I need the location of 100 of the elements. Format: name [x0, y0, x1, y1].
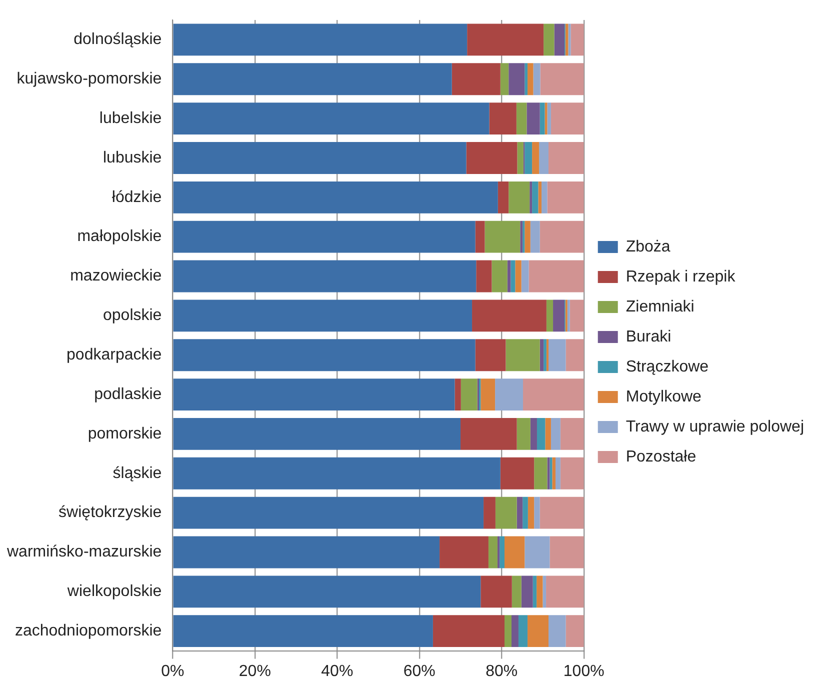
- bar: [480, 576, 512, 608]
- bar: [550, 418, 560, 450]
- bar: [500, 536, 505, 568]
- bar: [507, 260, 511, 292]
- bar: [521, 260, 529, 292]
- bar: [515, 260, 522, 292]
- bar: [546, 300, 554, 332]
- bar: [534, 496, 540, 529]
- y-tick-label: lubuskie: [102, 149, 162, 166]
- bar: [518, 615, 528, 648]
- bar: [432, 615, 505, 648]
- bar: [547, 102, 551, 135]
- bar: [534, 457, 548, 490]
- y-tick-label: lubelskie: [99, 110, 162, 127]
- y-tick-label: zachodniopomorskie: [14, 622, 162, 640]
- bar: [508, 181, 530, 214]
- bar: [555, 457, 560, 490]
- x-tick-label: 100%: [563, 662, 604, 680]
- bar: [173, 220, 476, 253]
- bar: [512, 576, 522, 608]
- bar: [540, 102, 545, 135]
- bar: [539, 142, 548, 174]
- x-tick-label: 0%: [161, 662, 184, 680]
- bar: [530, 181, 532, 214]
- bar: [500, 63, 509, 96]
- y-tick-label: małopolskie: [77, 228, 162, 246]
- bar: [524, 220, 530, 253]
- bar: [570, 300, 584, 332]
- bar: [498, 181, 509, 214]
- bar: [504, 615, 512, 648]
- bar: [532, 142, 540, 174]
- bar: [548, 615, 566, 648]
- bar: [495, 378, 524, 411]
- bar: [524, 536, 550, 568]
- bar: [460, 418, 517, 450]
- bar: [542, 576, 546, 608]
- bar: [508, 63, 525, 96]
- legend-label: Motylkowe: [626, 388, 702, 406]
- bar: [544, 24, 554, 56]
- bar: [552, 457, 556, 490]
- legend-label: Zboża: [626, 238, 670, 256]
- bar: [533, 63, 540, 96]
- bar: [540, 63, 584, 96]
- legend-label: Pozostałe: [626, 448, 696, 466]
- bar: [460, 378, 478, 411]
- bar: [540, 220, 584, 253]
- bar: [516, 102, 527, 135]
- bar: [488, 536, 498, 568]
- bar: [542, 181, 548, 214]
- y-tick-label: mazowieckie: [70, 268, 162, 285]
- x-tick-label: 80%: [486, 662, 518, 680]
- bar: [472, 300, 546, 332]
- bar: [173, 339, 476, 372]
- bar: [500, 457, 534, 490]
- bar: [548, 142, 584, 174]
- y-tick-label: warmińsko-mazurskie: [6, 544, 162, 561]
- bar: [173, 576, 481, 608]
- bar: [173, 102, 490, 135]
- bar: [484, 496, 496, 529]
- bar: [530, 220, 540, 253]
- bar: [528, 496, 534, 529]
- bar: [173, 457, 500, 490]
- bar: [475, 339, 506, 372]
- bar: [545, 418, 551, 450]
- bar: [173, 615, 433, 648]
- bar: [547, 181, 584, 214]
- bar: [522, 496, 528, 529]
- bar: [173, 260, 476, 292]
- legend-label: Rzepak i rzepik: [626, 268, 736, 286]
- bar: [544, 102, 548, 135]
- x-tick-label: 40%: [321, 662, 354, 680]
- bar: [526, 102, 540, 135]
- bar: [520, 220, 523, 253]
- bar: [506, 339, 540, 372]
- bar: [173, 496, 484, 529]
- bar: [440, 536, 488, 568]
- bar: [173, 142, 466, 174]
- bar: [173, 24, 468, 56]
- bar: [517, 142, 524, 174]
- legend-label: Buraki: [626, 328, 672, 346]
- x-tick-label: 20%: [238, 662, 271, 680]
- bar: [173, 181, 498, 214]
- bar: [524, 63, 528, 96]
- bar: [489, 102, 516, 135]
- bar: [173, 536, 440, 568]
- bar: [568, 24, 571, 56]
- bar: [466, 142, 518, 174]
- y-tick-label: wielkopolskie: [66, 583, 162, 600]
- bar: [538, 181, 542, 214]
- y-tick-label: opolskie: [102, 307, 162, 324]
- bar: [454, 378, 461, 411]
- bar: [495, 496, 517, 529]
- y-tick-label: łódzkie: [112, 188, 162, 206]
- bar: [550, 536, 584, 568]
- bar: [511, 615, 518, 648]
- bar: [492, 260, 508, 292]
- bar: [475, 220, 485, 253]
- bar: [530, 418, 537, 450]
- bar: [532, 181, 538, 214]
- bar: [173, 418, 461, 450]
